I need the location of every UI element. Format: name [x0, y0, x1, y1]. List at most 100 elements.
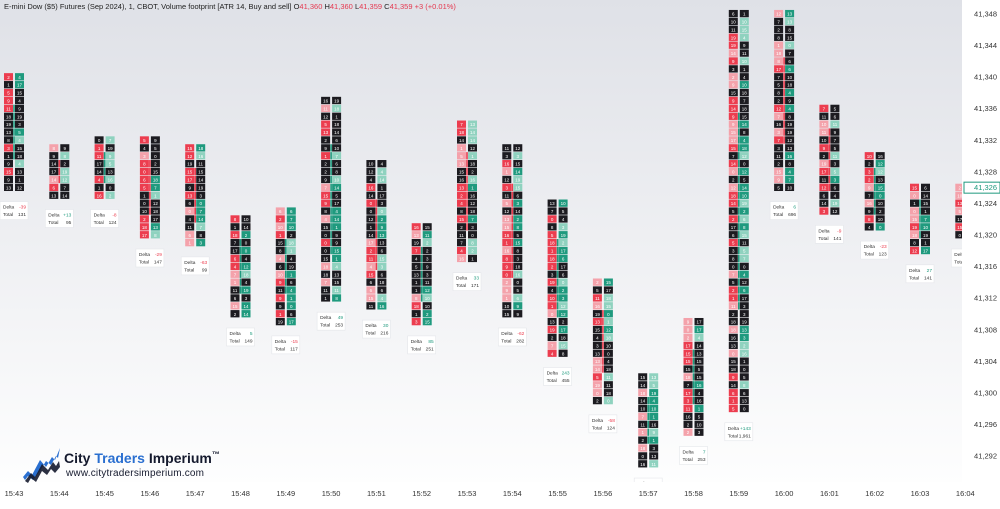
- total-value: 124: [607, 425, 615, 431]
- bid-cell: [683, 412, 693, 421]
- bid-volume: 14: [97, 170, 103, 175]
- delta-value: 5: [250, 331, 253, 337]
- bid-cell: [94, 160, 104, 168]
- bid-cell: [864, 207, 874, 215]
- ask-volume: 14: [243, 304, 249, 309]
- bid-cell: [819, 152, 829, 160]
- ask-cell: [196, 231, 206, 239]
- bid-cell: [728, 381, 738, 389]
- ask-volume: 13: [379, 241, 385, 246]
- candle-body-strip: [149, 167, 151, 176]
- bid-cell: [638, 428, 648, 436]
- ask-volume: 14: [243, 312, 249, 317]
- bid-cell: [502, 183, 512, 192]
- bid-cell: [4, 104, 13, 113]
- bid-volume: 5: [143, 185, 146, 190]
- ask-volume: 17: [742, 296, 748, 301]
- ask-volume: 10: [651, 407, 657, 412]
- total-value: 99: [202, 267, 208, 273]
- bid-cell: [728, 239, 738, 247]
- candle-body-strip: [873, 167, 876, 176]
- ask-cell: [150, 175, 160, 184]
- ask-volume: 3: [471, 225, 474, 230]
- ask-cell: [422, 302, 432, 310]
- ask-volume: 15: [515, 162, 521, 167]
- ask-cell: [150, 136, 160, 144]
- candle-body-strip: [602, 365, 604, 373]
- bid-volume: 14: [368, 233, 374, 238]
- delta-value: 243: [562, 370, 570, 376]
- candle-body-strip: [330, 207, 332, 215]
- bid-volume: 12: [731, 185, 737, 190]
- ask-volume: 4: [381, 170, 384, 175]
- bid-volume: 11: [595, 296, 600, 301]
- bid-volume: 15: [323, 256, 329, 261]
- total-value: 123: [879, 252, 887, 258]
- ask-cell: [377, 175, 387, 184]
- bid-volume: 2: [460, 193, 463, 198]
- ask-cell: [785, 104, 795, 113]
- ask-cell: [921, 215, 930, 223]
- candle-body-strip: [330, 215, 332, 223]
- candle-body-strip: [466, 191, 468, 199]
- ask-volume: 0: [879, 193, 882, 198]
- bid-volume: 4: [596, 335, 599, 340]
- x-tick-label: 15:55: [548, 489, 567, 498]
- ask-cell: [921, 223, 930, 231]
- ask-cell: [332, 191, 342, 199]
- bid-volume: 16: [414, 225, 420, 230]
- ask-volume: 5: [834, 170, 837, 175]
- bid-cell: [185, 183, 195, 192]
- bid-volume: 12: [912, 249, 918, 254]
- bid-cell: [139, 223, 149, 231]
- ask-volume: 3: [426, 256, 429, 261]
- bid-volume: 8: [234, 217, 237, 222]
- bid-cell: [728, 286, 738, 294]
- ask-cell: [649, 389, 659, 397]
- ask-cell: [558, 231, 568, 239]
- bid-volume: 4: [234, 264, 237, 269]
- ask-volume: 6: [290, 280, 293, 285]
- summary-box: [135, 248, 165, 268]
- ask-volume: 18: [787, 83, 793, 88]
- ask-volume: 15: [17, 91, 23, 96]
- ask-volume: 0: [607, 351, 610, 356]
- ask-cell: [694, 389, 704, 397]
- bid-volume: 0: [143, 201, 146, 206]
- candle-body-strip: [330, 239, 332, 247]
- ask-volume: 14: [742, 122, 748, 127]
- ask-cell: [332, 278, 342, 286]
- ask-volume: 1: [290, 249, 293, 254]
- ask-cell: [468, 167, 477, 176]
- bid-volume: 17: [232, 249, 238, 254]
- bid-volume: 0: [641, 454, 644, 459]
- bid-cell: [321, 294, 331, 302]
- bid-cell: [321, 167, 331, 176]
- ask-cell: [739, 73, 749, 81]
- bid-volume: 7: [641, 414, 644, 419]
- ask-cell: [649, 452, 659, 460]
- ask-cell: [286, 246, 296, 255]
- ask-cell: [468, 199, 477, 207]
- ask-cell: [286, 207, 296, 215]
- ask-cell: [332, 246, 342, 255]
- bid-volume: 1: [415, 280, 418, 285]
- ask-volume: 8: [517, 249, 520, 254]
- ask-cell: [921, 246, 930, 255]
- bid-cell: [457, 199, 466, 207]
- ask-cell: [739, 183, 749, 192]
- bid-volume: 4: [551, 288, 554, 293]
- delta-label: Delta: [184, 260, 196, 266]
- ask-cell: [603, 278, 613, 286]
- bid-volume: 8: [7, 138, 10, 143]
- ask-volume: 6: [290, 312, 293, 317]
- bid-cell: [547, 325, 557, 334]
- bid-volume: 1: [188, 241, 191, 246]
- bid-cell: [547, 254, 557, 263]
- total-label: Total: [954, 260, 964, 266]
